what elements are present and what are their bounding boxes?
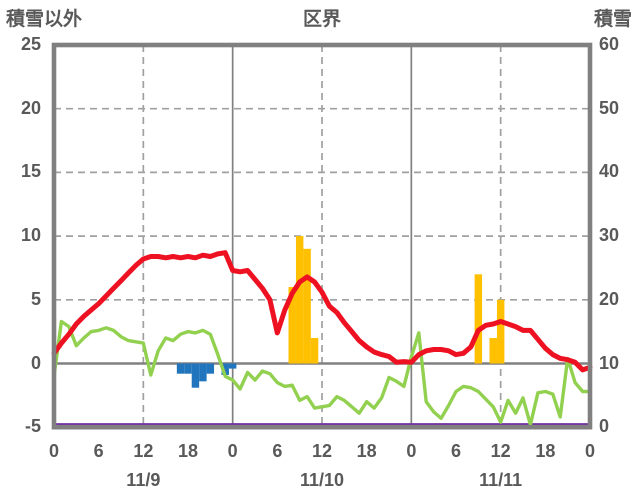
blue-bar (176, 363, 185, 374)
x-axis-tick: 18 (356, 441, 377, 461)
y-axis-tick-right: 10 (599, 352, 620, 373)
x-axis-tick: 6 (450, 441, 461, 461)
y-axis-tick-left: 25 (20, 34, 41, 54)
orange-bar (295, 236, 304, 364)
blue-bar (221, 363, 229, 375)
left-axis-title: 積雪以外 (6, 9, 83, 30)
green-line (52, 319, 592, 427)
y-axis-tick-left: 0 (30, 352, 41, 373)
blue-bar (228, 363, 237, 369)
x-axis-tick: 18 (535, 441, 556, 461)
orange-bar (474, 274, 483, 364)
blue-bar (184, 363, 192, 374)
x-axis-tick: 0 (48, 441, 59, 461)
orange-bar (310, 338, 319, 364)
y-axis-tick-right: 40 (599, 161, 620, 182)
x-axis-tick: 12 (133, 441, 154, 461)
blue-bar (206, 363, 215, 374)
orange-bar (489, 338, 497, 364)
x-axis-tick: 12 (311, 441, 333, 461)
chart-title: 区界 (302, 9, 341, 30)
y-axis-tick-right: 30 (599, 225, 620, 246)
x-axis-date-label: 11/9 (126, 470, 161, 490)
y-axis-tick-left: 10 (20, 225, 41, 246)
x-axis-tick: 6 (93, 441, 104, 461)
x-axis-date-label: 11/10 (299, 470, 345, 490)
x-axis-tick: 0 (227, 441, 238, 461)
x-axis-tick: 6 (272, 441, 283, 461)
y-axis-tick-left: 20 (20, 97, 41, 118)
y-axis-tick-right: 0 (599, 416, 610, 437)
y-axis-tick-left: 5 (30, 288, 41, 309)
x-axis-date-label: 11/11 (479, 470, 523, 490)
x-axis-tick: 12 (490, 441, 511, 461)
x-axis-tick: 0 (584, 441, 595, 461)
y-axis-tick-right: 60 (599, 34, 620, 54)
y-axis-tick-right: 20 (599, 288, 620, 309)
blue-bar (191, 363, 200, 388)
y-axis-tick-right: 50 (599, 97, 620, 118)
right-axis-title: 積雪 (593, 9, 632, 30)
red-line (51, 250, 593, 373)
blue-bar (199, 363, 207, 382)
orange-bar (496, 299, 505, 364)
orange-bar (288, 287, 296, 364)
y-axis-tick-left: 15 (20, 161, 41, 182)
x-axis-tick: 0 (406, 441, 417, 461)
x-axis-tick: 18 (177, 441, 199, 461)
plot-border (51, 42, 593, 430)
y-axis-tick-left: -5 (24, 416, 41, 437)
orange-bar (303, 248, 311, 364)
